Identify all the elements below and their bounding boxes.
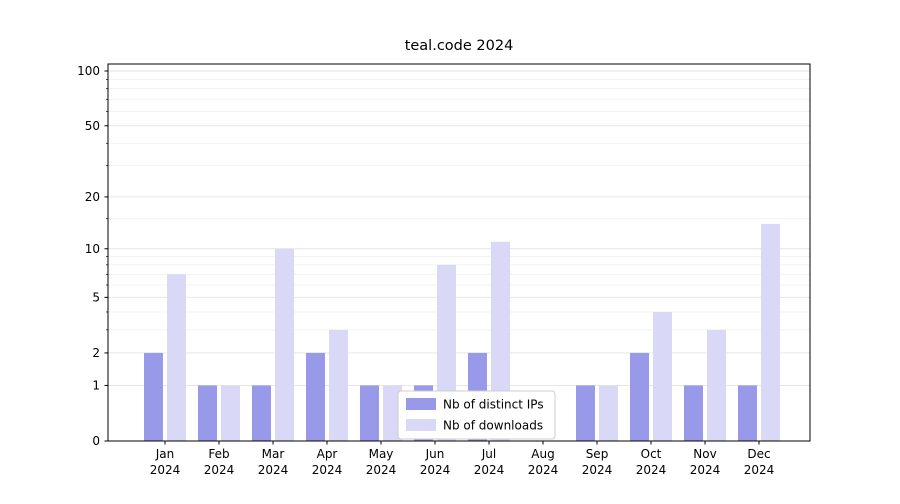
y-axis-tick-label: 1 (92, 378, 100, 392)
legend-label: Nb of distinct IPs (443, 398, 544, 412)
plot-area: 0 1 2 5 10 20 50 100 Jan 2024 Feb 2024 Mar 2024 Apr 202… (77, 63, 811, 477)
bar-distinct-ips (198, 385, 217, 441)
bar-downloads (761, 223, 780, 441)
bar-downloads (221, 385, 240, 441)
legend: Nb of distinct IPs Nb of downloads (397, 390, 556, 440)
x-axis-tick-label: Jun 2024 (420, 447, 451, 477)
x-axis-tick-label: Apr 2024 (312, 447, 343, 477)
bar-downloads (707, 329, 726, 441)
bar-downloads (383, 385, 402, 441)
bar-distinct-ips (144, 352, 163, 441)
bar-distinct-ips (360, 385, 379, 441)
y-axis-tick-label: 10 (85, 242, 100, 256)
x-axis-tick-label: Aug 2024 (528, 447, 559, 477)
y-axis-tick-label: 2 (92, 346, 100, 360)
y-axis-tick-label: 5 (92, 290, 100, 304)
x-axis-tick-label: Mar 2024 (258, 447, 289, 477)
x-axis-tick-label: Feb 2024 (204, 447, 235, 477)
chart-title: teal.code 2024 (405, 38, 514, 54)
bar-distinct-ips (630, 352, 649, 441)
legend-box (397, 390, 556, 440)
axes-frame (107, 63, 811, 442)
x-axis-tick-label: Jul 2024 (474, 447, 505, 477)
bar-distinct-ips (306, 352, 325, 441)
bar-downloads (599, 385, 618, 441)
x-axis-tick-label: May 2024 (366, 447, 397, 477)
legend-label: Nb of downloads (443, 419, 543, 433)
x-axis-tick-label: Jan 2024 (150, 447, 181, 477)
bar-distinct-ips (684, 385, 703, 441)
y-axis-tick-label: 100 (77, 64, 100, 78)
x-axis-tick-label: Nov 2024 (690, 447, 721, 477)
legend-swatch (406, 398, 436, 410)
bar-downloads (329, 329, 348, 441)
bar-downloads (167, 274, 186, 441)
bar-distinct-ips (252, 385, 271, 441)
y-axis-tick-label: 50 (85, 119, 100, 133)
legend-swatch (406, 419, 436, 431)
x-axis-tick-label: Dec 2024 (744, 447, 775, 477)
bar-distinct-ips (576, 385, 595, 441)
bar-distinct-ips (738, 385, 757, 441)
y-axis-tick-label: 20 (85, 190, 100, 204)
x-axis-tick-label: Oct 2024 (636, 447, 667, 477)
x-axis-tick-label: Sep 2024 (582, 447, 613, 477)
y-axis-tick-label: 0 (92, 434, 100, 448)
bar-downloads (653, 311, 672, 441)
bar-downloads (275, 248, 294, 441)
